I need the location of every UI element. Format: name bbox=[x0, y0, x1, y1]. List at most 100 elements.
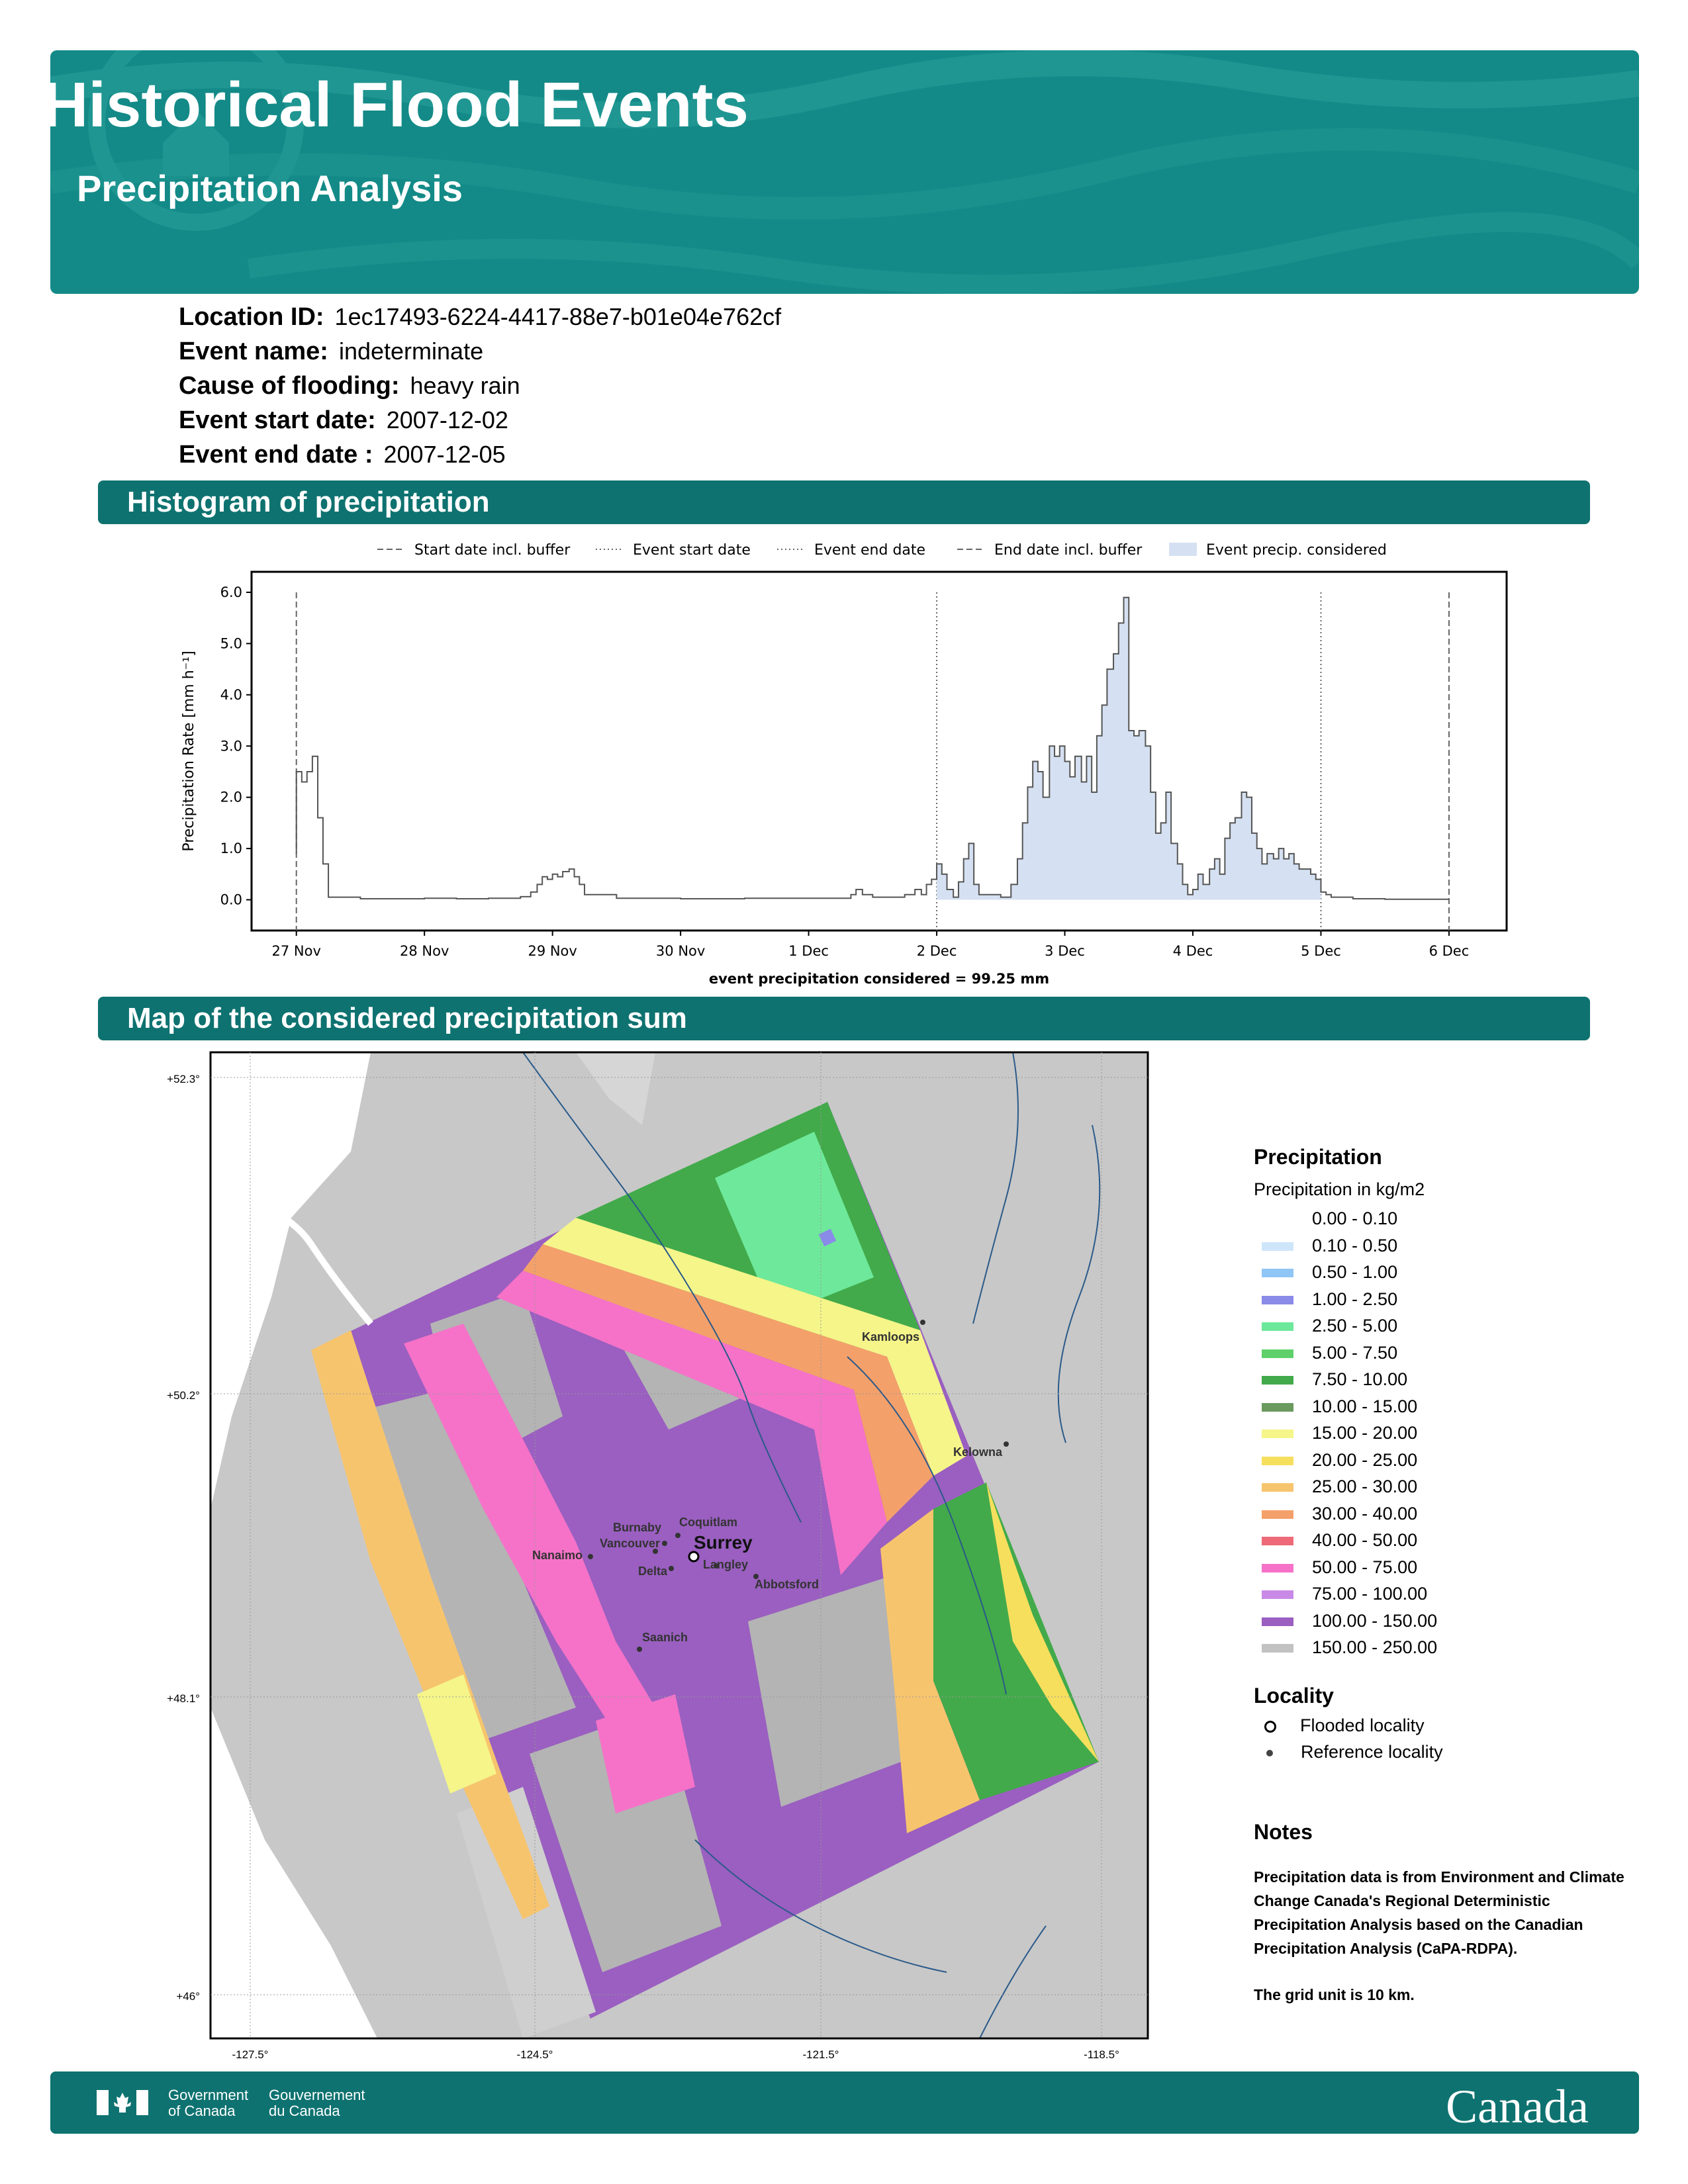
lat-tick: +46° bbox=[176, 1990, 200, 2003]
y-tick-label: 3.0 bbox=[220, 738, 242, 754]
map-graticule bbox=[211, 1052, 1148, 2038]
notes-text: Precipitation data is from Environment a… bbox=[1254, 1865, 1624, 2029]
info-event-name: Event name: indeterminate bbox=[179, 338, 484, 365]
legend-label: 1.00 - 2.50 bbox=[1312, 1289, 1398, 1309]
legend-item: 100.00 - 150.00 bbox=[1262, 1611, 1437, 1631]
legend-item: 50.00 - 75.00 bbox=[1262, 1557, 1417, 1578]
legend-item: 0.50 - 1.00 bbox=[1262, 1262, 1397, 1283]
x-tick-label: 27 Nov bbox=[272, 943, 321, 959]
x-tick-label: 1 Dec bbox=[788, 943, 829, 959]
legend-swatch bbox=[1262, 1617, 1293, 1626]
legend-item: 7.50 - 10.00 bbox=[1262, 1369, 1407, 1390]
legend-item: 0.00 - 0.10 bbox=[1262, 1208, 1397, 1229]
y-axis-label: Precipitation Rate [mm h⁻¹] bbox=[181, 651, 197, 851]
legend-swatch bbox=[1262, 1644, 1293, 1653]
legend-item: 2.50 - 5.00 bbox=[1262, 1316, 1397, 1336]
lon-tick: -127.5° bbox=[232, 2048, 268, 2061]
y-tick-label: 0.0 bbox=[220, 892, 242, 908]
legend-label: 2.50 - 5.00 bbox=[1312, 1316, 1398, 1336]
chart-legend-label: End date incl. buffer bbox=[994, 542, 1143, 559]
reference-locality-marker bbox=[920, 1320, 925, 1325]
info-cause: Cause of flooding: heavy rain bbox=[179, 372, 520, 400]
reference-locality-icon bbox=[1266, 1749, 1273, 1756]
precipitation-map: +52.3° +50.2° +48.1° +46° -127.5° -124.5… bbox=[167, 1051, 1149, 2061]
locality-langley: Langley bbox=[703, 1558, 748, 1571]
locality-delta: Delta bbox=[638, 1565, 668, 1578]
reference-locality-marker bbox=[675, 1533, 680, 1538]
reference-locality-marker bbox=[753, 1574, 759, 1579]
legend-label: 15.00 - 20.00 bbox=[1312, 1423, 1418, 1443]
reference-locality-marker bbox=[1004, 1441, 1009, 1447]
locality-kelowna: Kelowna bbox=[953, 1445, 1003, 1459]
event-precip-area bbox=[937, 597, 1321, 900]
legend-swatch bbox=[1262, 1430, 1293, 1439]
legend-label: 50.00 - 75.00 bbox=[1312, 1557, 1418, 1577]
precipitation-histogram: Start date incl. buffer Event start date E… bbox=[181, 542, 1508, 987]
precip-orange-east bbox=[880, 1509, 980, 1833]
footer-banner: Government of Canada Gouvernement du Canad… bbox=[50, 2071, 1639, 2134]
info-start-date: Event start date: 2007-12-02 bbox=[179, 406, 508, 434]
x-axis: 27 Nov 28 Nov 29 Nov 30 Nov 1 Dec 2 Dec 3 Dec 4… bbox=[272, 931, 1470, 959]
chart-legend: Start date incl. buffer Event start date E… bbox=[377, 542, 1387, 559]
reference-locality-marker bbox=[637, 1647, 642, 1652]
y-tick-label: 4.0 bbox=[220, 687, 242, 703]
legend-label: 40.00 - 50.00 bbox=[1312, 1530, 1418, 1550]
legend-label: 25.00 - 30.00 bbox=[1312, 1477, 1418, 1496]
x-tick-label: 6 Dec bbox=[1429, 943, 1470, 959]
info-location-id: Location ID: 1ec17493-6224-4417-88e7-b01e… bbox=[179, 303, 782, 331]
locality-legend-title: Locality bbox=[1254, 1684, 1334, 1707]
notes-title: Notes bbox=[1254, 1820, 1313, 1844]
locality-saanich: Saanich bbox=[642, 1631, 688, 1644]
y-axis: 0.0 1.0 2.0 3.0 4.0 5.0 6.0 bbox=[220, 584, 252, 908]
precip-light-green-north bbox=[715, 1132, 874, 1317]
legend-item: 20.00 - 25.00 bbox=[1262, 1450, 1417, 1471]
locality-surrey: Surrey bbox=[694, 1532, 753, 1553]
x-tick-label: 4 Dec bbox=[1173, 943, 1213, 959]
locality-abbotsford: Abbotsford bbox=[755, 1578, 819, 1591]
legend-swatch bbox=[1262, 1322, 1293, 1332]
legend-item: 150.00 - 250.00 bbox=[1262, 1637, 1437, 1658]
x-tick-label: 5 Dec bbox=[1301, 943, 1341, 959]
lat-tick: +52.3° bbox=[167, 1073, 200, 1085]
precip-yellow-band bbox=[543, 1218, 966, 1476]
legend-swatch bbox=[1262, 1590, 1293, 1600]
legend-swatch bbox=[1262, 1242, 1293, 1251]
chart-legend-label: Start date incl. buffer bbox=[414, 542, 571, 559]
locality-burnaby: Burnaby bbox=[613, 1521, 661, 1534]
header-wave-decoration bbox=[50, 50, 1639, 294]
legend-label: 150.00 - 250.00 bbox=[1312, 1637, 1438, 1657]
map-frame bbox=[209, 1051, 1149, 2040]
legend-item: 25.00 - 30.00 bbox=[1262, 1477, 1417, 1497]
legend-label: 0.10 - 0.50 bbox=[1312, 1235, 1398, 1255]
legend-swatch bbox=[1262, 1349, 1293, 1358]
reference-locality-marker bbox=[714, 1563, 719, 1569]
lon-tick: -121.5° bbox=[802, 2048, 839, 2061]
locality-vancouver: Vancouver bbox=[600, 1537, 660, 1550]
reference-locality-marker bbox=[588, 1554, 593, 1559]
notes-paragraph: Precipitation data is from Environment a… bbox=[1254, 1868, 1624, 1957]
x-tick-label: 28 Nov bbox=[400, 943, 449, 959]
ocean-northwest bbox=[211, 1052, 371, 1509]
legend-swatch bbox=[1262, 1269, 1293, 1278]
x-tick-label: 3 Dec bbox=[1045, 943, 1085, 959]
precip-pink-south bbox=[596, 1694, 695, 1813]
y-tick-label: 1.0 bbox=[220, 841, 242, 856]
locality-kamloops: Kamloops bbox=[862, 1330, 919, 1343]
legend-label: 0.00 - 0.10 bbox=[1312, 1208, 1398, 1228]
legend-label: 10.00 - 15.00 bbox=[1312, 1396, 1418, 1416]
legend-label: 0.50 - 1.00 bbox=[1312, 1262, 1398, 1282]
gov-en: Government of Canada bbox=[168, 2087, 249, 2119]
chart-legend-label: Event end date bbox=[814, 542, 925, 559]
reference-locality-marker bbox=[662, 1541, 667, 1546]
precip-pink-strait bbox=[404, 1324, 655, 1734]
page-title: Historical Flood Events bbox=[42, 69, 749, 140]
reference-locality-marker bbox=[653, 1549, 658, 1554]
canada-flag-icon bbox=[97, 2090, 148, 2115]
lat-tick: +50.2° bbox=[167, 1389, 200, 1402]
legend-flooded-locality: Flooded locality bbox=[1264, 1715, 1425, 1736]
info-end-date: Event end date :2007-12-05 bbox=[179, 441, 506, 469]
legend-item: 5.00 - 7.50 bbox=[1262, 1343, 1397, 1363]
lat-tick: +48.1° bbox=[167, 1692, 200, 1705]
lon-tick: -124.5° bbox=[516, 2048, 553, 2061]
x-tick-label: 2 Dec bbox=[917, 943, 957, 959]
